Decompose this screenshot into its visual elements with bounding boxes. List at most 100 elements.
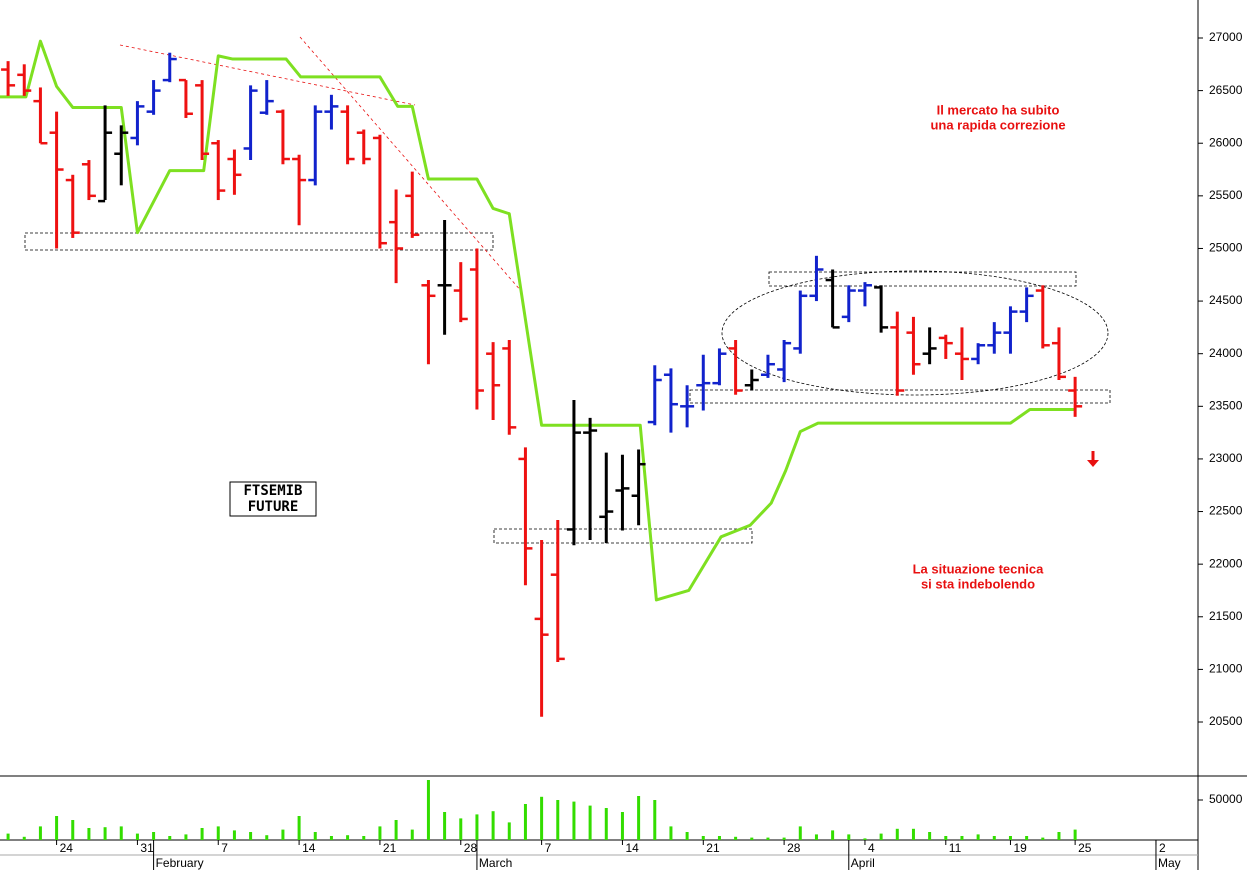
x-tick-label: 2 <box>1159 841 1166 855</box>
volume-bar <box>992 836 996 840</box>
month-label: February <box>156 856 204 870</box>
volume-bar <box>459 818 463 840</box>
x-tick-label: 19 <box>1013 841 1027 855</box>
volume-bar <box>1008 836 1012 840</box>
overlay-line <box>0 39 1076 602</box>
x-tick-label: 28 <box>787 841 801 855</box>
volume-bar <box>426 780 430 840</box>
volume-bar <box>556 800 560 840</box>
support-box <box>24 232 494 251</box>
volume-bar <box>734 836 738 840</box>
volume-bar <box>87 828 91 840</box>
volume-bar <box>346 835 350 840</box>
y-tick-label: 21000 <box>1209 662 1243 676</box>
volume-bar <box>911 828 915 840</box>
volume-bar <box>6 833 10 840</box>
volume-bar <box>895 828 899 840</box>
support-box <box>493 528 753 544</box>
month-label: May <box>1158 856 1181 870</box>
y-tick-label: 26500 <box>1209 83 1243 97</box>
x-tick-label: 14 <box>302 841 316 855</box>
x-tick-label: 11 <box>949 841 962 855</box>
volume-bar <box>216 826 220 840</box>
volume-bar <box>249 832 253 840</box>
annotation-shapes <box>24 232 1111 544</box>
y-tick-label: 24000 <box>1209 346 1243 360</box>
annotation: La situazione tecnica <box>913 561 1045 576</box>
x-tick-label: 24 <box>60 841 74 855</box>
x-tick-label: 7 <box>545 841 552 855</box>
label-text: FUTURE <box>248 499 299 515</box>
y-tick-label: 25000 <box>1209 241 1243 255</box>
volume-bar <box>976 834 980 840</box>
volume-bar <box>55 816 59 840</box>
volume-bar <box>168 836 172 840</box>
volume-bar <box>410 829 414 840</box>
volume-bar <box>22 836 26 840</box>
volume-bar <box>685 832 689 840</box>
volume-bar <box>1057 832 1061 840</box>
volume-bar <box>103 827 107 840</box>
volume-bar <box>523 804 527 840</box>
y-tick-label: 22500 <box>1209 504 1243 518</box>
x-tick-label: 14 <box>625 841 639 855</box>
volume-bar <box>1073 829 1077 840</box>
volume-bar <box>281 829 285 840</box>
volume-bar <box>620 812 624 840</box>
x-tick-label: 31 <box>140 841 154 855</box>
volume-bar <box>394 820 398 840</box>
annotation: si sta indebolendo <box>921 576 1035 591</box>
x-tick-label: 21 <box>706 841 720 855</box>
volume-bar <box>1041 837 1045 840</box>
volume-bar <box>653 800 657 840</box>
y-tick-label: 27000 <box>1209 30 1243 44</box>
y-tick-label: 23000 <box>1209 451 1243 465</box>
volume-bar <box>119 826 123 840</box>
volume-bar <box>135 833 139 840</box>
volume-bar <box>362 836 366 840</box>
label-box <box>229 481 317 517</box>
y-tick-label: 21500 <box>1209 609 1243 623</box>
y-tick-label: 50000 <box>1209 792 1243 806</box>
volume-bar <box>475 814 479 840</box>
annotation: una rapida correzione <box>930 117 1065 132</box>
volume-bar <box>701 836 705 840</box>
volume-bar <box>443 812 447 840</box>
volume-bar <box>588 805 592 840</box>
x-tick-label: 25 <box>1078 841 1092 855</box>
volume-bar <box>71 820 75 840</box>
volume-bar <box>669 826 673 840</box>
down-arrow <box>1087 451 1099 467</box>
resistance-box <box>768 271 1077 287</box>
range-ellipse <box>721 270 1109 396</box>
support-box <box>689 389 1111 404</box>
volume-bar <box>265 835 269 840</box>
volume-bar <box>750 837 754 840</box>
volume-bar <box>329 836 333 840</box>
arrow-head <box>1087 460 1099 467</box>
x-tick-label: 28 <box>464 841 478 855</box>
y-tick-label: 20500 <box>1209 714 1243 728</box>
y-tick-label: 26000 <box>1209 135 1243 149</box>
volume-bar <box>540 796 544 840</box>
volume-bar <box>944 836 948 840</box>
y-tick-label: 23500 <box>1209 398 1243 412</box>
volume-bar <box>847 834 851 840</box>
volume-bar <box>313 832 317 840</box>
x-tick-label: 4 <box>868 841 875 855</box>
volume-bar <box>798 826 802 840</box>
volume-bar <box>637 796 641 840</box>
trend-lines <box>119 36 523 293</box>
volume-bar <box>1025 836 1029 840</box>
volume-bar <box>863 838 867 840</box>
label-text: FTSEMIB <box>243 483 302 499</box>
volume-bar <box>232 830 236 840</box>
volume-bar <box>152 832 156 840</box>
annotation: Il mercato ha subito <box>937 102 1060 117</box>
month-label: April <box>851 856 875 870</box>
volume-bar <box>814 834 818 840</box>
volume-bar <box>378 826 382 840</box>
y-tick-label: 24500 <box>1209 293 1243 307</box>
x-tick-label: 21 <box>383 841 397 855</box>
